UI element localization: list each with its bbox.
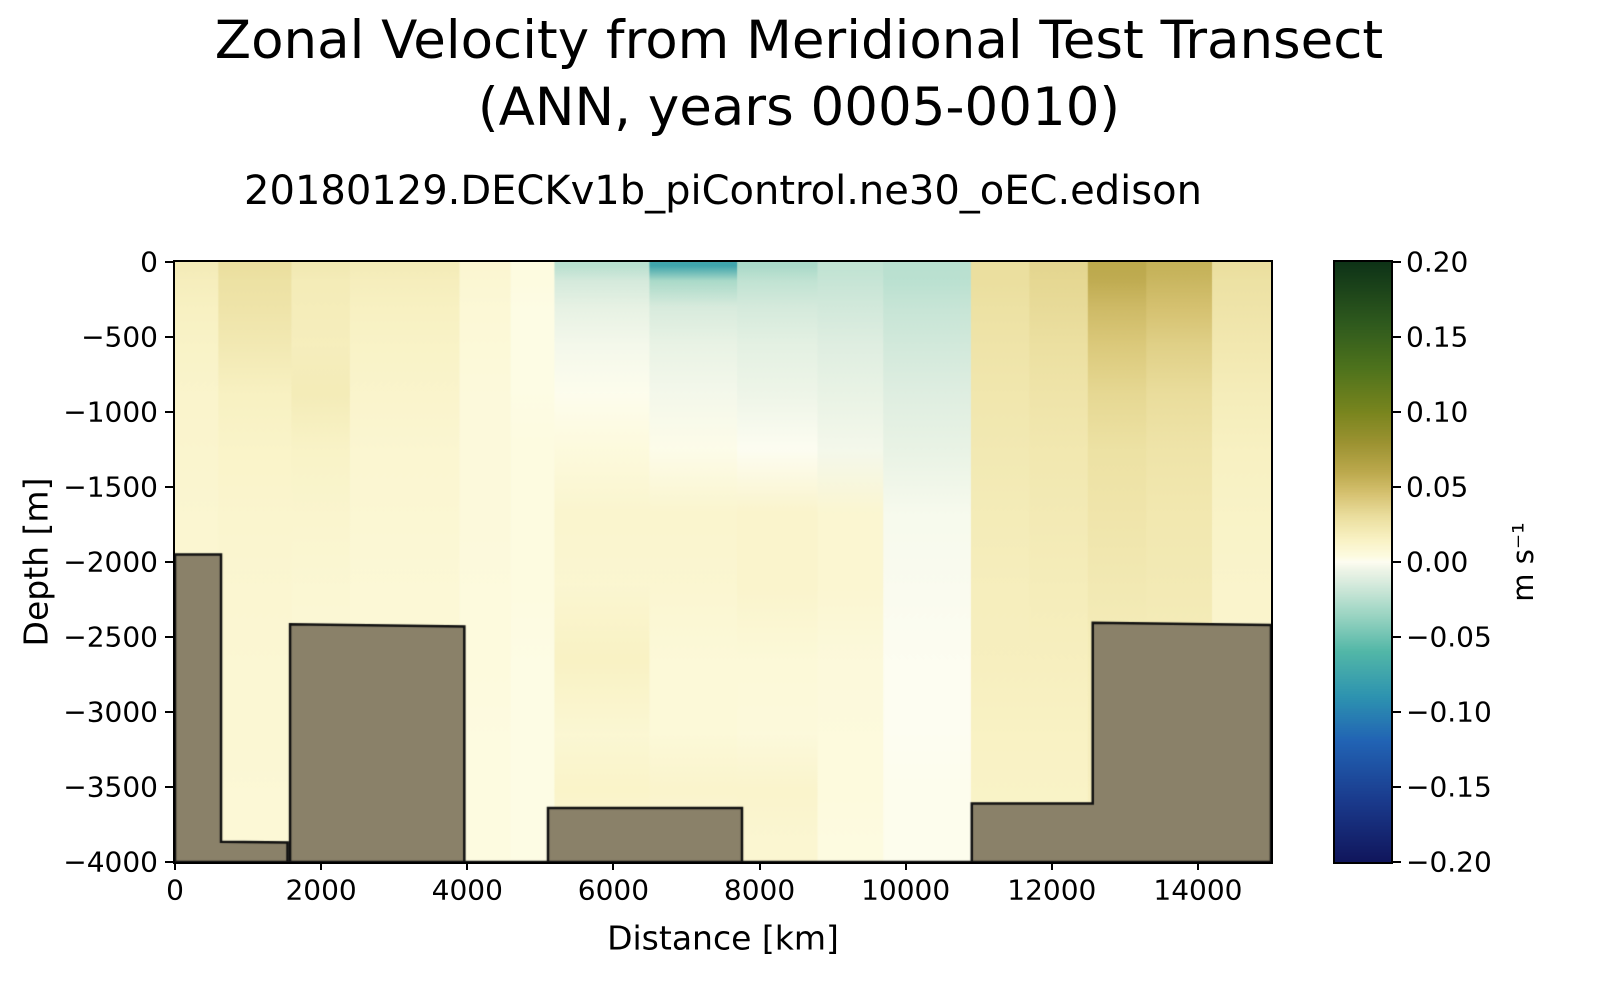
y-tick-label: −4000 <box>63 845 158 879</box>
chart-title-line2: (ANN, years 0005-0010) <box>477 76 1121 138</box>
chart-title-line1: Zonal Velocity from Meridional Test Tran… <box>214 10 1384 71</box>
y-tick <box>165 261 173 263</box>
x-tick-label: 8000 <box>723 873 796 907</box>
y-tick <box>165 411 173 413</box>
x-tick <box>1050 862 1053 870</box>
colorbar-tick-label: 0.10 <box>1406 395 1469 429</box>
y-tick <box>165 711 173 713</box>
colorbar-tick-label: −0.20 <box>1406 845 1492 879</box>
x-axis-label: Distance [km] <box>607 918 839 958</box>
x-tick-label: 10000 <box>861 873 951 907</box>
y-tick <box>165 636 173 638</box>
y-tick-label: −1000 <box>63 395 158 429</box>
y-tick-label: −2000 <box>63 545 158 579</box>
y-tick-label: −3500 <box>63 770 158 804</box>
colorbar-tick-label: 0.05 <box>1406 470 1469 504</box>
colorbar-tick-label: 0.20 <box>1406 245 1469 279</box>
plot-area <box>173 260 1273 864</box>
colorbar-gradient-canvas <box>1335 262 1391 862</box>
y-tick <box>165 336 173 338</box>
colorbar-tick <box>1393 711 1401 713</box>
chart-subtitle: 20180129.DECKv1b_piControl.ne30_oEC.edis… <box>244 168 1202 214</box>
x-tick-label: 0 <box>166 873 184 907</box>
x-tick <box>1196 862 1199 870</box>
colorbar-tick <box>1393 636 1401 638</box>
colorbar-tick-label: −0.15 <box>1406 770 1492 804</box>
colorbar-tick <box>1393 411 1401 413</box>
x-tick <box>174 862 176 870</box>
y-tick-label: −3000 <box>63 695 158 729</box>
velocity-heatmap-canvas <box>175 262 1271 862</box>
x-tick-label: 12000 <box>1007 873 1097 907</box>
x-tick <box>904 862 907 870</box>
y-tick <box>165 486 173 488</box>
x-tick-label: 6000 <box>577 873 650 907</box>
colorbar-tick <box>1393 486 1401 488</box>
colorbar-tick-label: 0.00 <box>1406 545 1469 579</box>
y-tick-label: −1500 <box>63 470 158 504</box>
y-tick-label: −2500 <box>63 620 158 654</box>
colorbar-tick <box>1393 786 1401 788</box>
x-tick <box>320 862 323 870</box>
colorbar-tick <box>1393 861 1401 863</box>
x-tick <box>466 862 469 870</box>
colorbar-tick <box>1393 261 1401 263</box>
x-tick <box>758 862 761 870</box>
y-tick <box>165 561 173 563</box>
y-tick-label: 0 <box>140 245 158 279</box>
colorbar-tick <box>1393 561 1401 563</box>
x-tick <box>612 862 615 870</box>
y-tick <box>165 861 173 863</box>
x-tick-label: 4000 <box>431 873 503 907</box>
y-axis-label: Depth [m] <box>16 477 56 647</box>
colorbar-tick-label: 0.15 <box>1406 320 1469 354</box>
y-tick-label: −500 <box>81 320 158 354</box>
y-tick <box>165 786 173 788</box>
colorbar <box>1333 260 1393 864</box>
chart-title: Zonal Velocity from Meridional Test Tran… <box>0 8 1598 142</box>
colorbar-tick <box>1393 336 1401 338</box>
colorbar-label: m s⁻¹ <box>1506 522 1540 602</box>
colorbar-tick-label: −0.10 <box>1406 695 1492 729</box>
colorbar-tick-label: −0.05 <box>1406 620 1492 654</box>
x-tick-label: 2000 <box>285 873 357 907</box>
x-tick-label: 14000 <box>1153 873 1243 907</box>
